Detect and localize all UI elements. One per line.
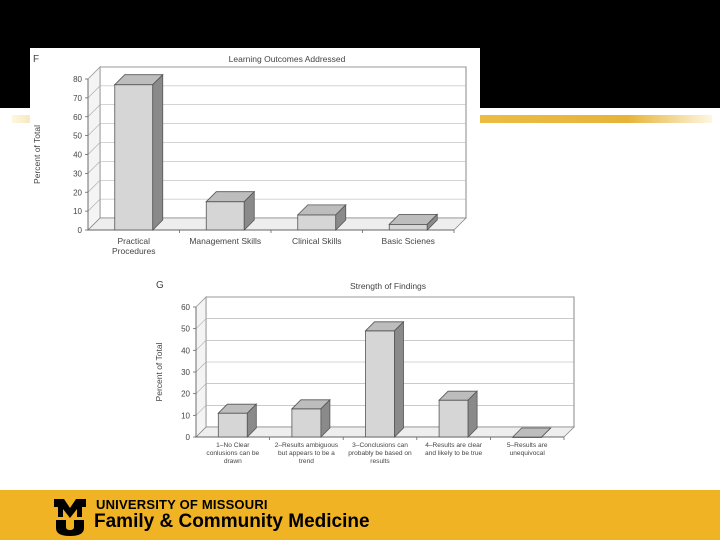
- x-tick-label-line: conlusions can be: [206, 450, 259, 457]
- gridline: [87, 161, 101, 174]
- x-tick-label-line: Clinical Skills: [292, 236, 342, 246]
- y-axis-label: Percent of Total: [154, 342, 164, 401]
- y-tick-label: 10: [73, 207, 82, 216]
- x-tick-label-line: Practical: [117, 236, 150, 246]
- y-tick-label: 60: [181, 303, 190, 312]
- y-tick-label: 40: [73, 151, 82, 160]
- bar: [388, 223, 428, 231]
- bar-side: [541, 427, 551, 438]
- x-tick-label: 2–Results ambiguous but appears to be a tr…: [275, 442, 339, 465]
- university-name: UNIVERSITY OF MISSOURI: [96, 497, 268, 512]
- gridline: [87, 198, 101, 212]
- footer-band: [0, 490, 720, 540]
- gridline: [195, 340, 207, 351]
- x-tick-label-line: drawn: [224, 458, 242, 465]
- chart-title: Learning Outcomes Addressed: [229, 54, 346, 64]
- x-tick-label: 3–Conclusions can probably be based on res…: [348, 442, 412, 465]
- gridline: [87, 123, 101, 136]
- x-tick-label: 1–No Clear conlusions can be drawn: [206, 442, 259, 465]
- gridline: [195, 383, 207, 394]
- panel-label: G: [156, 280, 164, 291]
- bar-side: [426, 213, 438, 231]
- mu-logo-icon: [54, 499, 86, 536]
- bar-side: [335, 203, 347, 231]
- bar-side: [394, 320, 404, 438]
- gridline: [87, 66, 101, 80]
- bar-side: [152, 73, 164, 231]
- y-tick-label: 70: [73, 94, 82, 103]
- gridline: [195, 361, 207, 373]
- bar: [291, 408, 322, 438]
- gridline: [87, 180, 101, 193]
- x-tick-label-line: trend: [299, 458, 314, 465]
- y-tick-label: 60: [73, 113, 82, 122]
- gridline: [87, 142, 101, 155]
- y-tick-label: 40: [181, 346, 190, 355]
- bar: [365, 330, 395, 438]
- x-tick-label-line: 3–Conclusions can: [352, 442, 408, 449]
- y-tick-label: 20: [181, 390, 190, 399]
- x-tick-label: 5–Results are unequivocal: [507, 442, 548, 457]
- bar-side: [243, 190, 255, 231]
- bar: [114, 84, 154, 231]
- chart-strength-of-findings: G Strength of Findings 0 10 20 30 40 50 60 Percen…: [154, 280, 575, 465]
- x-tick-label-line: results: [370, 458, 390, 465]
- x-tick-label-line: Management Skills: [189, 236, 261, 246]
- x-tick-label: Practical Procedures: [112, 236, 155, 256]
- chart-learning-outcomes: F Learning Outcomes Addressed 0 10 20 30 40 50 6…: [32, 54, 467, 256]
- x-tick-label: Clinical Skills: [292, 236, 342, 246]
- x-tick-label-line: 1–No Clear: [216, 442, 250, 449]
- x-tick-label-line: 2–Results ambiguous: [275, 442, 339, 449]
- chart-g-panel: G Strength of Findings 0 10 20 30 40 50 60 Percen…: [150, 275, 580, 485]
- y-axis-label: Percent of Total: [32, 125, 42, 184]
- gridline: [195, 318, 207, 329]
- department-name: Family & Community Medicine: [94, 511, 370, 532]
- gridline: [195, 296, 207, 308]
- x-tick-label-line: Basic Scienes: [382, 236, 435, 246]
- bar: [297, 214, 337, 231]
- bar: [217, 412, 248, 438]
- x-tick-label: Basic Scienes: [382, 236, 435, 246]
- y-tick-label: 20: [73, 188, 82, 197]
- y-tick-label: 0: [186, 433, 191, 442]
- x-tick-label-line: 4–Results are clear: [425, 442, 483, 449]
- x-tick-label: Management Skills: [189, 236, 261, 246]
- y-tick-label: 30: [181, 368, 190, 377]
- panel-label: F: [33, 54, 39, 65]
- gridline: [87, 104, 101, 117]
- y-tick-label: 50: [181, 325, 190, 334]
- bar-side: [246, 403, 257, 438]
- x-tick-label-line: but appears to be a: [278, 450, 335, 457]
- chart-title: Strength of Findings: [350, 281, 426, 291]
- y-tick-label: 50: [73, 132, 82, 141]
- bar-side: [320, 398, 331, 438]
- gridline: [87, 85, 101, 99]
- y-tick-label: 30: [73, 169, 82, 178]
- bar: [205, 201, 245, 231]
- y-tick-label: 10: [181, 411, 190, 420]
- x-tick-label-line: and likely to be true: [425, 450, 483, 457]
- y-tick-label: 80: [73, 75, 82, 84]
- gridline: [195, 405, 207, 416]
- chart-f-panel: F Learning Outcomes Addressed 0 10 20 30 40 50 6…: [30, 48, 480, 268]
- x-tick-label-line: 5–Results are: [507, 442, 548, 449]
- x-tick-label: 4–Results are clear and likely to be true: [425, 442, 483, 457]
- x-tick-label-line: probably be based on: [348, 450, 412, 457]
- y-tick-label: 0: [78, 226, 83, 235]
- x-tick-label-line: Procedures: [112, 246, 155, 256]
- x-tick-label-line: unequivocal: [510, 450, 546, 457]
- bar: [438, 399, 469, 438]
- bar-side: [467, 390, 478, 438]
